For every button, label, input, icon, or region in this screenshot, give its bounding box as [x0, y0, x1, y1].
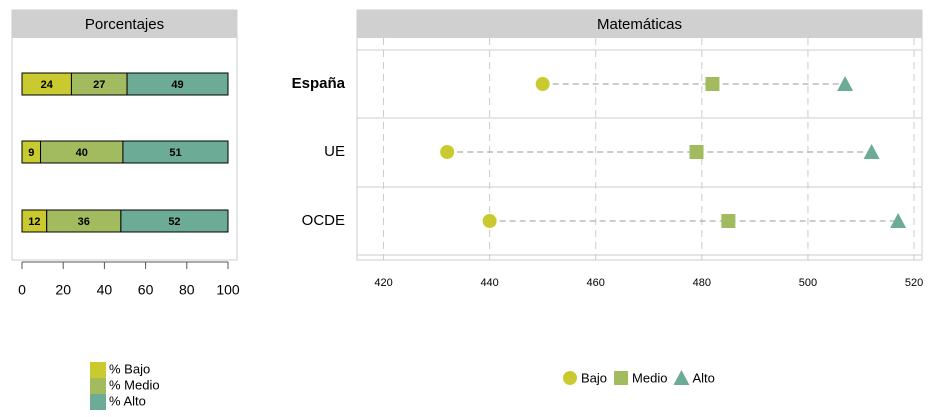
data-label: 40 [76, 147, 88, 159]
data-label: 24 [41, 79, 54, 91]
bar-segment [120, 209, 229, 233]
x-tick-label: 100 [216, 282, 240, 298]
panel [356, 9, 923, 261]
legend-label: Alto [692, 370, 714, 385]
data-label: 9 [28, 147, 34, 159]
legend-swatch [90, 394, 106, 410]
point [705, 77, 720, 91]
point [837, 76, 854, 91]
legend-label: % Medio [109, 377, 160, 392]
x-tick-label: 480 [693, 277, 711, 289]
x-tick-label: 0 [18, 282, 26, 298]
point [863, 144, 880, 159]
point [689, 145, 704, 159]
x-tick-label: 500 [799, 277, 817, 289]
legend-label: % Bajo [109, 361, 150, 376]
panel-header [357, 10, 922, 38]
data-label: 27 [93, 79, 105, 91]
x-tick-label: 80 [179, 282, 195, 298]
chart-title: Matemáticas [597, 16, 682, 33]
data-label: 52 [168, 216, 180, 228]
legend-swatch [90, 362, 106, 378]
category-label: España [292, 75, 346, 92]
legend-marker [563, 371, 577, 385]
bar-segment [122, 140, 229, 164]
point [440, 145, 455, 159]
data-label: 49 [171, 79, 183, 91]
data-label: 51 [169, 147, 181, 159]
x-tick-label: 40 [97, 282, 113, 298]
legend-label: Medio [632, 370, 667, 385]
x-tick-label: 440 [480, 277, 498, 289]
category-label: OCDE [302, 212, 345, 229]
x-tick-label: 460 [587, 277, 605, 289]
legend-swatch [90, 378, 106, 394]
chart-title: Porcentajes [85, 16, 164, 33]
bar-segment [126, 72, 229, 96]
x-tick-label: 60 [138, 282, 154, 298]
point [721, 214, 736, 228]
row-separators [357, 49, 922, 256]
legend-marker [614, 371, 629, 385]
legend-marker [673, 370, 690, 385]
data-label: 36 [78, 216, 90, 228]
category-label: UE [324, 143, 345, 160]
point [890, 213, 907, 228]
data-label: 12 [28, 216, 40, 228]
x-tick-label: 20 [55, 282, 71, 298]
x-tick-label: 420 [374, 277, 392, 289]
point [482, 214, 497, 228]
x-tick-label: 520 [905, 277, 923, 289]
point [535, 77, 550, 91]
legend-label: % Alto [109, 393, 146, 408]
legend-label: Bajo [581, 370, 607, 385]
panel-header [12, 10, 237, 38]
